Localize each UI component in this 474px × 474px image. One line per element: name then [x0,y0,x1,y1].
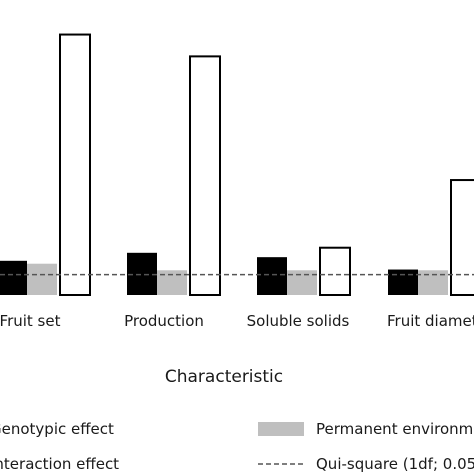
legend-swatch-permanent-env [258,422,304,436]
bar-interaction-4 [450,179,474,297]
x-axis-title: Characteristic [165,367,283,387]
bar-interaction-2 [189,55,221,297]
bar-permanent-env-1 [27,263,57,295]
legend-label-genotypic: Genotypic effect [0,420,114,438]
legend-label-reference-line: Qui-square (1df; 0.05) [316,455,474,473]
bar-genotypic-4 [388,269,418,295]
bar-interaction-1 [59,33,91,297]
bars-layer [0,33,474,297]
legend-label-permanent-env: Permanent environment effect [316,420,474,438]
bar-genotypic-1 [0,260,27,295]
x-tick-label: Soluble solids [247,312,350,330]
x-tick-label: Fruit diameter [387,312,474,330]
bar-genotypic-3 [257,257,287,295]
x-tick-labels: Fruit set Production Soluble solids Fruit d… [0,312,474,330]
bar-interaction-3 [319,246,351,296]
legend: Genotypic effect Interaction effect Perman… [0,420,474,473]
x-tick-label: Production [124,312,204,330]
legend-label-interaction: Interaction effect [0,455,119,473]
x-tick-label: Fruit set [0,312,61,330]
